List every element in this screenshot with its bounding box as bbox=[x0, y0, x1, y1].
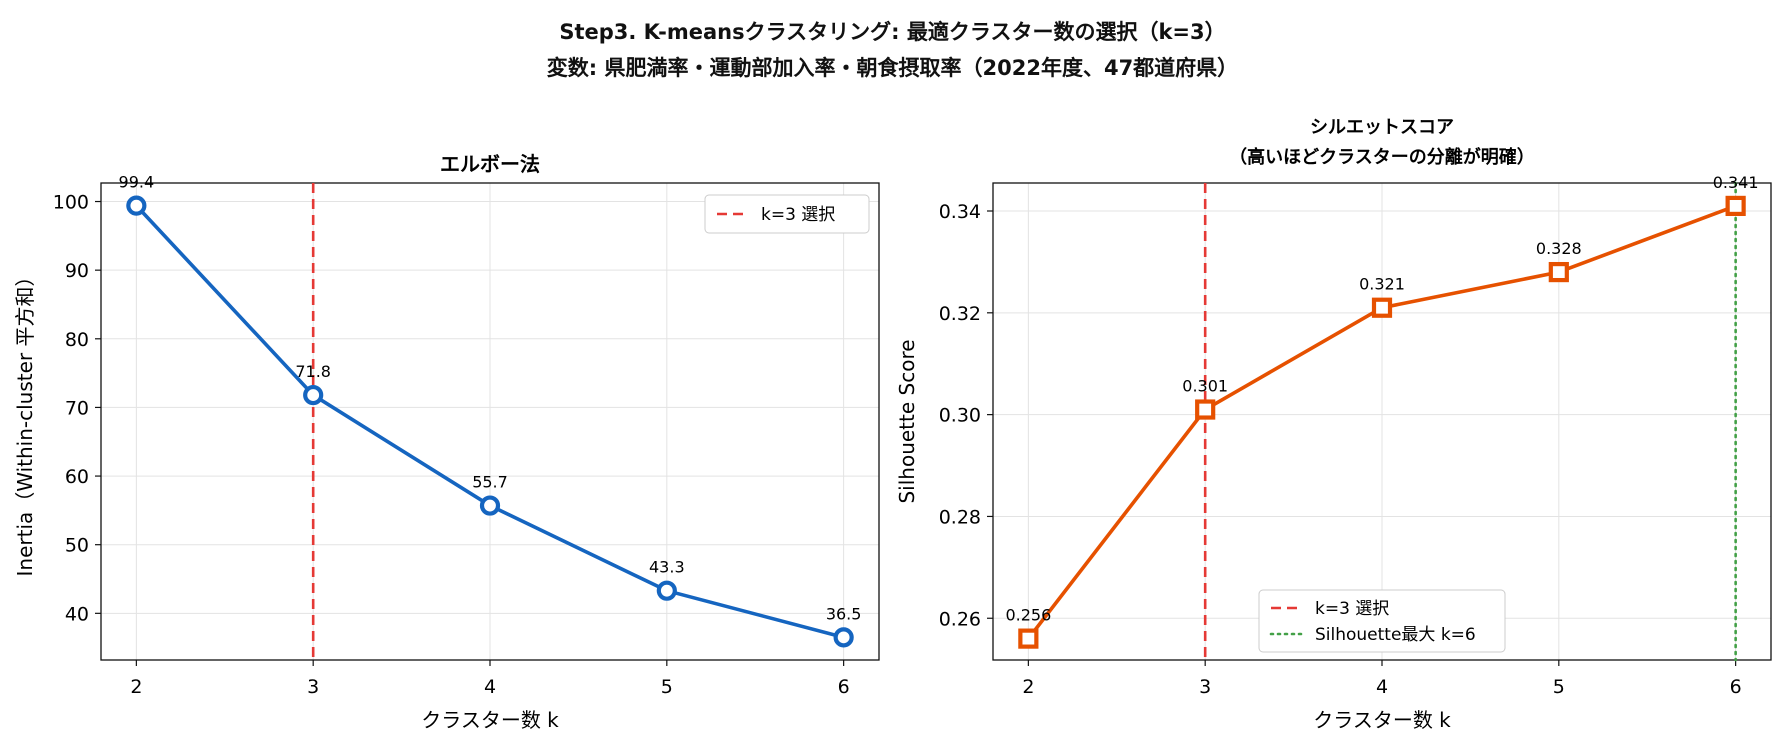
chart2-ylabel: Silhouette Score bbox=[895, 339, 919, 503]
chart1-title: エルボー法 bbox=[440, 152, 540, 176]
chart1-ytick-label-5: 90 bbox=[65, 260, 89, 282]
chart2-ytick-label-0: 0.26 bbox=[939, 608, 981, 630]
chart1-point-4 bbox=[833, 627, 854, 648]
chart1-data-label-2: 55.7 bbox=[472, 473, 508, 492]
chart1-xtick-label-3: 5 bbox=[661, 676, 673, 698]
chart1-data-label-3: 43.3 bbox=[649, 558, 685, 577]
chart2-data-label-0: 0.256 bbox=[1005, 606, 1051, 625]
chart2-point-4 bbox=[1725, 195, 1746, 217]
figure-subtitle: 変数: 県肥満率・運動部加入率・朝食摂取率（2022年度、47都道府県） bbox=[546, 56, 1239, 80]
chart2-xtick-label-3: 5 bbox=[1553, 676, 1565, 698]
chart2-ytick-label-4: 0.34 bbox=[939, 201, 981, 223]
chart1-legend-box bbox=[704, 194, 870, 234]
chart2-point-1 bbox=[1195, 399, 1216, 420]
chart1-point-2 bbox=[479, 495, 501, 516]
chart2-legend-box bbox=[1258, 589, 1506, 653]
chart2-title-line-2: （高いほどクラスターの分離が明確） bbox=[1229, 146, 1535, 168]
chart2-xtick-label-4: 6 bbox=[1730, 676, 1742, 698]
chart1-legend-label-0: k=3 選択 bbox=[761, 205, 835, 225]
chart1-point-3 bbox=[656, 580, 677, 601]
chart1-ytick-label-1: 50 bbox=[65, 535, 89, 557]
chart2-legend-label-0: k=3 選択 bbox=[1315, 599, 1389, 619]
chart1-ytick-label-0: 40 bbox=[65, 603, 89, 625]
chart1-data-label-0: 99.4 bbox=[119, 173, 155, 192]
chart1-data-label-4: 36.5 bbox=[826, 604, 862, 623]
chart2-data-label-4: 0.341 bbox=[1713, 173, 1759, 192]
chart1-xtick-label-1: 3 bbox=[307, 676, 319, 698]
chart2-data-label-3: 0.328 bbox=[1536, 239, 1582, 258]
chart1-xtick-label-4: 6 bbox=[838, 676, 850, 698]
chart1-ytick-label-4: 80 bbox=[65, 329, 89, 351]
chart2-title-line-1: シルエットスコア bbox=[1310, 117, 1454, 138]
chart1-ylabel: Inertia（Within-cluster 平方和） bbox=[13, 267, 37, 577]
chart2-data-label-2: 0.321 bbox=[1359, 275, 1405, 294]
chart1-xlabel: クラスター数 k bbox=[421, 708, 559, 732]
chart2-xtick-label-0: 2 bbox=[1022, 676, 1034, 698]
chart1-point-1 bbox=[303, 384, 324, 406]
chart1-data-label-1: 71.8 bbox=[295, 362, 331, 381]
chart2-point-2 bbox=[1371, 297, 1393, 318]
chart2-legend-label-1: Silhouette最大 k=6 bbox=[1315, 625, 1476, 645]
chart2-xlabel: クラスター数 k bbox=[1313, 708, 1451, 732]
chart2-xtick-label-1: 3 bbox=[1199, 676, 1211, 698]
chart2-ytick-label-2: 0.30 bbox=[939, 405, 981, 427]
chart2-point-0 bbox=[1018, 628, 1039, 649]
chart2-point-3 bbox=[1548, 261, 1569, 283]
chart1-xtick-label-0: 2 bbox=[130, 676, 142, 698]
chart1-point-0 bbox=[126, 195, 147, 216]
chart1-ytick-label-6: 100 bbox=[53, 192, 89, 214]
chart2-ytick-label-3: 0.32 bbox=[939, 303, 981, 325]
chart1-xtick-label-2: 4 bbox=[484, 676, 496, 698]
chart1-ytick-label-2: 60 bbox=[65, 466, 89, 488]
chart1-ytick-label-3: 70 bbox=[65, 397, 89, 419]
chart2-data-label-1: 0.301 bbox=[1182, 377, 1228, 396]
chart2-ytick-label-1: 0.28 bbox=[939, 506, 981, 528]
chart2-xtick-label-2: 4 bbox=[1376, 676, 1388, 698]
figure-title: Step3. K-meansクラスタリング: 最適クラスター数の選択（k=3） bbox=[559, 20, 1226, 44]
